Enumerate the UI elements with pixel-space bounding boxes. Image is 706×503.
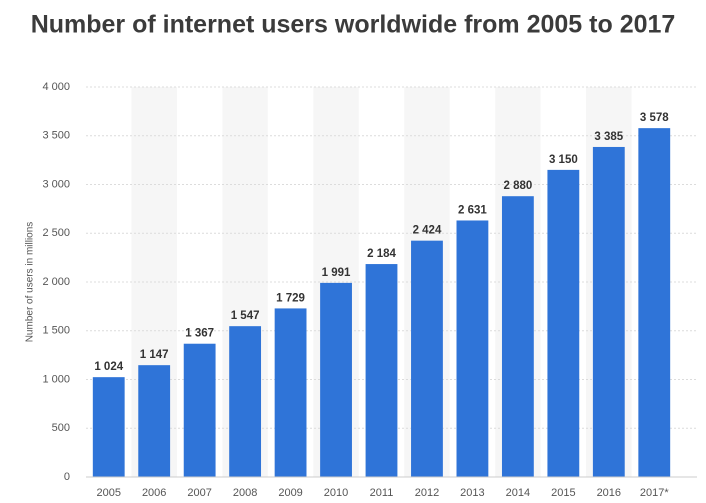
value-label: 1 547 xyxy=(231,310,260,322)
x-tick-label: 2008 xyxy=(233,487,257,499)
value-label: 2 424 xyxy=(413,225,442,237)
bar xyxy=(92,377,125,477)
value-label: 2 880 xyxy=(503,180,532,192)
value-label: 1 991 xyxy=(322,267,351,279)
bar xyxy=(320,282,352,477)
bar xyxy=(411,240,443,477)
y-tick-label: 1 000 xyxy=(42,373,70,385)
bar xyxy=(456,220,489,478)
x-tick-label: 2015 xyxy=(551,487,575,499)
chart-title: Number of internet users worldwide from … xyxy=(31,11,676,39)
x-tick-label: 2017* xyxy=(640,487,669,499)
bar xyxy=(547,169,580,477)
x-tick-label: 2009 xyxy=(278,487,302,499)
y-tick-label: 2 500 xyxy=(42,227,70,239)
bar xyxy=(183,343,216,477)
value-label: 3 578 xyxy=(640,112,669,124)
x-tick-label: 2016 xyxy=(597,487,621,499)
y-axis-label: Number of users in millions xyxy=(25,222,36,343)
y-tick-label: 3 500 xyxy=(42,130,70,142)
bar xyxy=(229,326,262,477)
value-label: 1 147 xyxy=(140,349,169,361)
y-tick-label: 500 xyxy=(52,422,70,434)
value-label: 2 184 xyxy=(367,248,396,260)
x-tick-label: 2005 xyxy=(96,487,120,499)
value-label: 3 385 xyxy=(594,131,623,143)
y-tick-label: 4 000 xyxy=(42,81,70,93)
bar xyxy=(638,128,671,477)
value-label: 1 367 xyxy=(185,328,214,340)
x-tick-label: 2013 xyxy=(460,487,484,499)
x-tick-label: 2010 xyxy=(324,487,348,499)
bar xyxy=(592,146,625,477)
bar xyxy=(365,264,398,477)
value-label: 1 024 xyxy=(94,361,123,373)
bar xyxy=(501,196,534,477)
y-tick-label: 3 000 xyxy=(42,178,70,190)
y-tick-label: 2 000 xyxy=(42,276,70,288)
value-label: 2 631 xyxy=(458,205,487,217)
x-tick-label: 2006 xyxy=(142,487,166,499)
bar xyxy=(274,308,307,477)
x-tick-label: 2011 xyxy=(370,487,394,499)
value-label: 3 150 xyxy=(549,154,578,166)
value-label: 1 729 xyxy=(276,292,305,304)
y-tick-label: 0 xyxy=(64,471,70,483)
y-tick-label: 1 500 xyxy=(42,325,70,337)
bar xyxy=(138,365,171,477)
x-tick-label: 2012 xyxy=(415,487,439,499)
x-tick-label: 2007 xyxy=(187,487,211,499)
x-tick-label: 2014 xyxy=(506,487,530,499)
